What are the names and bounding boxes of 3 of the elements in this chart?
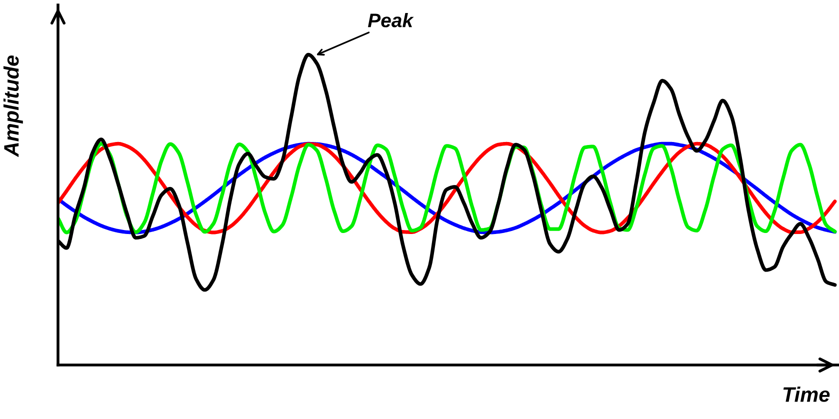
x-axis-title: Time xyxy=(783,386,830,402)
text: Peak xyxy=(368,13,414,28)
y-axis-title: Amplitude xyxy=(3,55,23,158)
